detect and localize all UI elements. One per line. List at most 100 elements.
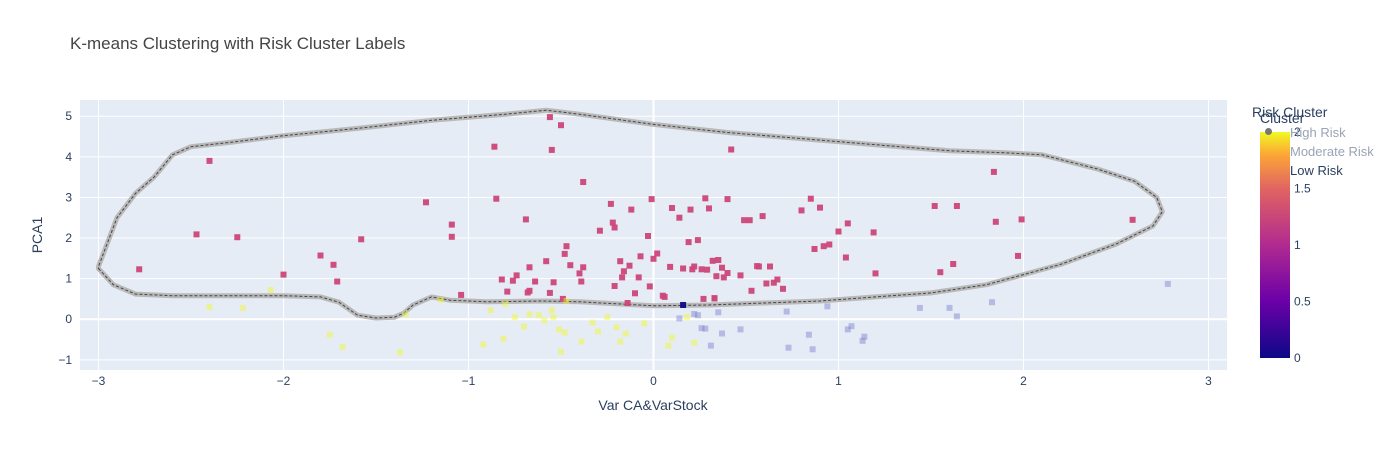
data-point xyxy=(667,263,674,270)
data-point xyxy=(728,146,735,153)
data-point xyxy=(770,279,777,286)
data-point xyxy=(937,269,944,276)
data-point xyxy=(604,314,611,321)
data-point xyxy=(767,263,773,270)
data-point xyxy=(702,195,709,202)
data-point xyxy=(724,196,731,203)
data-point xyxy=(1015,252,1021,259)
data-point xyxy=(267,287,274,293)
data-point xyxy=(326,331,333,338)
data-point xyxy=(632,290,638,297)
data-point xyxy=(607,200,614,207)
axis-ticks: −3 −2 −1 0 1 2 3 −1 0 1 2 3 4 5 xyxy=(58,109,1212,388)
colorbar-title: Cluster xyxy=(1260,110,1305,126)
data-point xyxy=(759,213,766,220)
data-point xyxy=(448,221,455,228)
data-point xyxy=(748,287,755,294)
data-point xyxy=(992,218,999,225)
data-point xyxy=(437,296,444,303)
data-point xyxy=(330,261,337,268)
x-tick-label: −3 xyxy=(92,374,106,388)
data-point xyxy=(567,262,574,269)
data-point xyxy=(641,320,648,327)
data-point xyxy=(669,334,675,341)
data-point xyxy=(870,229,877,236)
data-point xyxy=(707,342,714,349)
data-point xyxy=(543,258,550,265)
data-point xyxy=(617,258,624,265)
data-point xyxy=(550,314,557,321)
x-tick-label: 0 xyxy=(650,374,657,388)
data-point xyxy=(676,214,683,221)
data-point xyxy=(480,341,487,348)
data-point xyxy=(619,274,626,281)
data-point xyxy=(685,239,692,246)
data-point xyxy=(844,220,851,227)
data-point xyxy=(872,270,879,277)
data-point xyxy=(669,205,675,211)
y-tick-label: −1 xyxy=(58,353,72,367)
data-point xyxy=(691,263,698,270)
x-tick-label: 3 xyxy=(1205,374,1212,388)
data-point xyxy=(680,265,687,272)
legend-item-high-risk[interactable]: High Risk xyxy=(1290,125,1346,140)
data-point xyxy=(509,277,516,284)
data-point xyxy=(561,250,568,257)
data-point xyxy=(637,253,644,260)
data-point xyxy=(397,349,403,356)
data-point xyxy=(817,204,823,211)
data-point xyxy=(626,262,633,269)
data-point xyxy=(609,219,616,226)
data-point xyxy=(763,280,770,287)
data-point xyxy=(646,283,653,290)
y-tick-label: 5 xyxy=(65,109,72,123)
data-point xyxy=(811,246,818,252)
data-point xyxy=(511,314,518,321)
data-point xyxy=(861,333,868,340)
data-point xyxy=(546,114,553,121)
data-point xyxy=(704,266,711,273)
data-point xyxy=(719,330,725,337)
data-point xyxy=(691,311,698,317)
x-tick-label: 2 xyxy=(1020,374,1027,388)
data-point xyxy=(541,317,548,324)
colorbar-tick-label: 0.5 xyxy=(1294,295,1311,309)
data-point xyxy=(645,233,651,239)
data-point xyxy=(683,314,690,321)
data-point xyxy=(820,243,827,250)
chart-title: K-means Clustering with Risk Cluster Lab… xyxy=(70,34,406,53)
data-point xyxy=(548,307,555,314)
data-point xyxy=(526,311,533,318)
data-point xyxy=(206,304,213,311)
data-point xyxy=(807,195,814,202)
data-point xyxy=(780,285,786,292)
data-point xyxy=(650,255,657,262)
data-point xyxy=(711,295,718,302)
legend-item-low-risk[interactable]: Low Risk xyxy=(1290,163,1343,178)
data-point xyxy=(624,300,631,306)
data-point xyxy=(719,264,725,271)
data-point xyxy=(620,268,627,275)
data-point xyxy=(785,344,792,351)
data-point xyxy=(713,273,720,280)
colorbar xyxy=(1260,132,1290,358)
data-point xyxy=(724,270,731,276)
data-point xyxy=(558,122,564,129)
data-point xyxy=(556,326,563,333)
data-point xyxy=(548,146,555,153)
data-point xyxy=(665,342,672,349)
data-point xyxy=(694,312,701,319)
data-point xyxy=(622,330,629,337)
data-point xyxy=(1164,280,1171,287)
data-point xyxy=(493,195,500,202)
data-point xyxy=(334,278,341,285)
data-point xyxy=(824,303,831,310)
data-point xyxy=(654,250,661,257)
data-point xyxy=(680,302,687,308)
legend-item-moderate-risk[interactable]: Moderate Risk xyxy=(1290,144,1374,159)
data-point xyxy=(502,300,509,307)
data-point xyxy=(448,233,455,240)
data-point xyxy=(402,311,409,318)
legend-marker-icon xyxy=(1265,128,1272,135)
legend[interactable]: Risk Cluster xyxy=(1252,104,1327,120)
